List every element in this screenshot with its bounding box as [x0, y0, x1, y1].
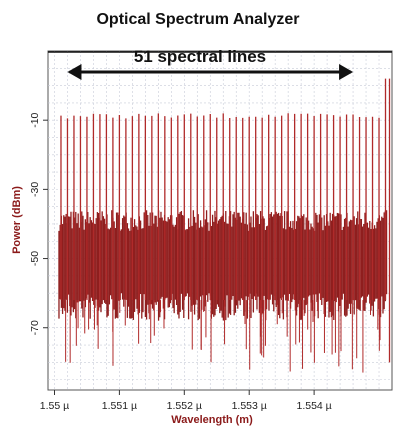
x-axis-label: Wavelength (m): [171, 414, 253, 426]
x-tick-label: 1.551 µ: [102, 400, 137, 412]
chart-title: Optical Spectrum Analyzer: [96, 11, 299, 28]
y-tick-label: -50: [29, 251, 41, 266]
y-axis-ticks: -10 -30 -50 -70: [29, 112, 48, 335]
x-tick-label: 1.55 µ: [40, 400, 69, 412]
y-tick-label: -10: [29, 112, 41, 127]
x-tick-label: 1.552 µ: [167, 400, 202, 412]
y-tick-label: -30: [29, 182, 41, 197]
x-tick-label: 1.554 µ: [296, 400, 331, 412]
y-axis-label: Power (dBm): [11, 186, 23, 254]
annotation-label: 51 spectral lines: [134, 47, 266, 66]
arrow-head-right: [339, 64, 354, 80]
arrow-head-left: [67, 64, 82, 80]
spectrum-series: [58, 78, 391, 373]
x-axis-ticks: 1.55 µ 1.551 µ 1.552 µ 1.553 µ 1.554 µ: [40, 390, 332, 412]
y-tick-label: -70: [29, 320, 41, 335]
span-arrow: [67, 64, 354, 80]
x-tick-label: 1.553 µ: [232, 400, 267, 412]
